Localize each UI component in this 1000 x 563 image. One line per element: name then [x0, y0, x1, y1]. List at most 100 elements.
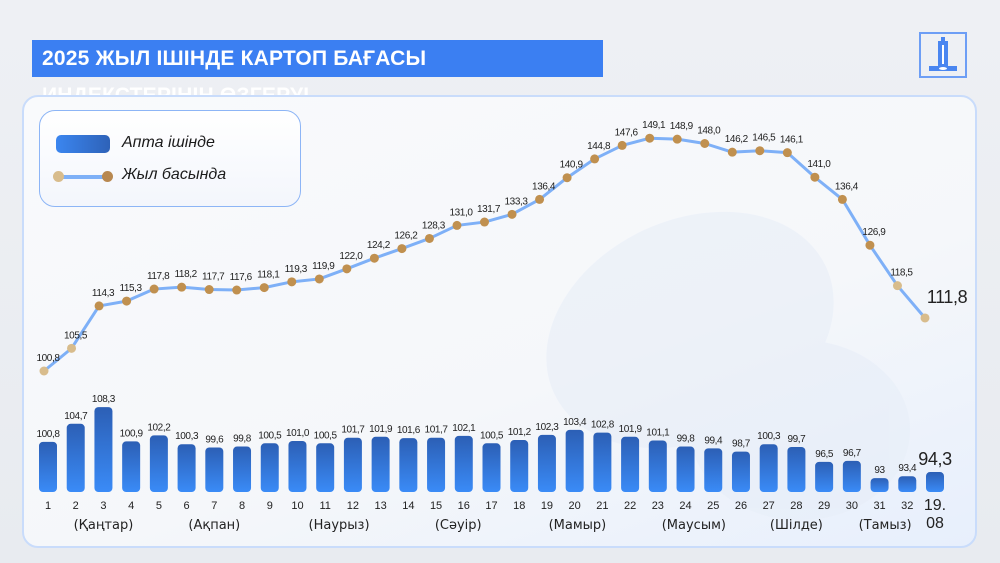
month-label: (Маусым): [662, 518, 726, 533]
bar-value-label: 99,6: [205, 434, 224, 445]
bar-value-label: 93: [874, 465, 885, 476]
month-label: (Қаңтар): [74, 518, 134, 533]
line-point: [782, 148, 792, 158]
month-label: (Сәуір): [435, 518, 482, 533]
x-tick-label: 20: [569, 500, 581, 512]
line-value-label: 117,8: [147, 271, 170, 282]
bar-value-label: 102,2: [147, 422, 171, 433]
line-value-label: 133,3: [505, 196, 529, 207]
line-value-label: 117,7: [202, 272, 225, 283]
bar: [621, 436, 640, 492]
x-tick-label: 12: [347, 500, 359, 512]
bar: [205, 447, 224, 492]
x-tick-label: 1: [45, 500, 51, 512]
bar: [482, 443, 501, 492]
line-value-label: 146,5: [752, 133, 776, 144]
line-value-label: 105,5: [64, 330, 88, 341]
line-value-label: 100,8: [36, 353, 60, 364]
bar-value-label: 100,8: [36, 429, 60, 440]
bar-value-label: 101,1: [646, 427, 670, 438]
bar-value-label: 100,5: [480, 430, 504, 441]
bar-value-label: 98,7: [732, 439, 751, 450]
legend-line-swatch: [58, 175, 106, 179]
line-point: [67, 343, 77, 353]
month-label: (Мамыр): [549, 518, 607, 533]
line-value-label: 148,0: [697, 125, 721, 136]
x-tick-label: 2: [73, 500, 79, 512]
bar: [39, 441, 57, 492]
x-tick-label: 8: [239, 500, 245, 512]
line-value-label: 111,8: [927, 287, 968, 307]
line-point: [452, 220, 462, 230]
x-tick-label: 6: [184, 500, 190, 512]
x-tick-label: 5: [156, 500, 162, 512]
month-label: (Наурыз): [309, 518, 370, 533]
bar: [842, 460, 861, 492]
x-tick-label: 23: [652, 500, 664, 512]
x-tick-label: 30: [846, 500, 858, 512]
bar: [288, 440, 307, 492]
line-value-label: 136,4: [835, 181, 859, 192]
line-point: [424, 233, 434, 243]
line-point: [94, 301, 104, 311]
building-emblem-icon: [919, 32, 967, 78]
line-point: [204, 285, 214, 295]
bar: [66, 423, 85, 492]
line-point: [232, 285, 242, 295]
month-label: (Шілде): [770, 518, 823, 533]
line-value-label: 140,9: [560, 160, 584, 171]
bar-value-label: 101,0: [286, 428, 310, 439]
line-value-label: 144,8: [587, 141, 611, 152]
x-tick-label: 3: [100, 500, 106, 512]
x-tick-label: 31: [873, 500, 885, 512]
bar-value-label: 94,3: [918, 449, 952, 469]
line-value-label: 149,1: [642, 120, 666, 131]
bar: [593, 432, 612, 492]
bar: [427, 437, 446, 492]
bar-value-label: 101,9: [619, 424, 643, 435]
x-tick-label: 14: [402, 500, 414, 512]
line-value-label: 136,4: [532, 181, 556, 192]
bar: [676, 446, 695, 492]
bar-value-label: 101,7: [341, 425, 365, 436]
month-label: (Тамыз): [859, 518, 912, 533]
line-point: [865, 240, 875, 250]
bar: [399, 438, 418, 492]
bar: [759, 444, 778, 492]
line-value-label: 131,7: [477, 204, 501, 215]
line-point: [259, 283, 269, 293]
line-value-label: 119,3: [285, 264, 308, 275]
legend-line-marker: [102, 171, 113, 182]
x-tick-label: 22: [624, 500, 636, 512]
bar: [260, 443, 279, 492]
bar-value-label: 101,7: [425, 425, 449, 436]
line-value-label: 114,3: [92, 288, 115, 299]
line-point: [727, 147, 737, 157]
bar: [149, 435, 168, 492]
bar-value-label: 104,7: [64, 411, 88, 422]
line-value-label: 126,9: [862, 227, 886, 238]
line-point: [39, 366, 49, 376]
line-value-label: 115,3: [119, 283, 142, 294]
x-tick-label: 25: [707, 500, 719, 512]
x-tick-label: 4: [128, 500, 134, 512]
bar-value-label: 100,3: [175, 431, 199, 442]
x-tick-label: 15: [430, 500, 442, 512]
line-point: [122, 296, 132, 306]
bar: [787, 446, 806, 492]
line-point: [369, 253, 379, 263]
legend-bar-swatch: [56, 135, 110, 153]
x-tick-label: 19: [541, 500, 553, 512]
bar: [815, 461, 834, 492]
x-tick-label: 7: [211, 500, 217, 512]
bar-value-label: 96,5: [815, 449, 834, 460]
x-tick-label: 24: [679, 500, 691, 512]
bar-value-label: 101,2: [508, 427, 532, 438]
x-tick-label: 18: [513, 500, 525, 512]
legend-bar-label: Апта ішінде: [122, 134, 215, 151]
line-point: [480, 217, 489, 227]
bar-value-label: 102,8: [591, 420, 615, 431]
line-point: [810, 172, 820, 182]
bar-value-label: 101,6: [397, 425, 421, 436]
